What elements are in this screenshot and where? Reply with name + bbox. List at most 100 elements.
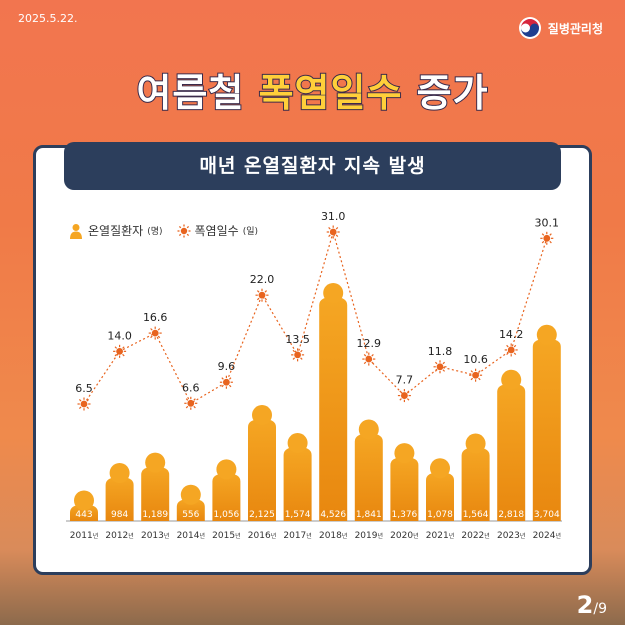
- bar-body: [70, 504, 98, 521]
- bar-value-label: 1,841: [356, 510, 382, 520]
- heatdays-point-2012: 14.0: [107, 329, 132, 358]
- bar-value-label: 984: [111, 510, 128, 520]
- year-tick-label: 2013년: [141, 531, 169, 541]
- bar-2018: 4,526: [319, 283, 348, 521]
- bar-2017: 1,574: [283, 433, 312, 521]
- heatdays-point-2018: 31.0: [321, 210, 346, 239]
- bar-head: [74, 490, 94, 511]
- bar-body: [283, 447, 312, 521]
- heatdays-point-2017: 13.5: [285, 333, 310, 362]
- bar-2014: 556: [176, 484, 205, 521]
- year-tick-label: 2019년: [355, 531, 383, 541]
- bar-value-label: 443: [75, 510, 92, 520]
- heatdays-point-2021: 11.8: [428, 345, 453, 374]
- year-tick-label: 2014년: [177, 531, 205, 541]
- page-indicator: 2/9: [577, 591, 607, 619]
- bar-head: [430, 458, 450, 479]
- org-brand: 질병관리청: [518, 16, 603, 40]
- bar-head: [465, 433, 486, 454]
- date-label: 2025.5.22.: [18, 12, 78, 25]
- bar-value-label: 1,189: [142, 510, 168, 520]
- bar-head: [145, 452, 166, 473]
- bar-head: [252, 405, 272, 426]
- heatdays-value-label: 22.0: [250, 273, 275, 286]
- year-tick-label: 2017년: [283, 531, 311, 541]
- heatdays-point-2011: 6.5: [75, 382, 93, 411]
- year-tick-label: 2020년: [390, 531, 418, 541]
- bar-2016: 2,125: [248, 405, 276, 521]
- bar-body: [176, 498, 205, 521]
- heatdays-value-label: 12.9: [357, 337, 382, 350]
- bar-2019: 1,841: [354, 419, 383, 521]
- year-tick-label: 2011년: [70, 531, 98, 541]
- bar-body: [497, 383, 526, 521]
- bar-body: [212, 473, 241, 521]
- heatdays-value-label: 6.5: [75, 382, 93, 395]
- bar-value-label: 2,125: [249, 510, 275, 520]
- legend-heatdays-label: 폭염일수: [194, 224, 239, 238]
- heatdays-point-2015: 9.6: [218, 360, 236, 389]
- heatdays-value-label: 11.8: [428, 345, 453, 358]
- bar-head: [536, 324, 557, 345]
- legend-patients-label: 온열질환자: [88, 224, 144, 238]
- bar-value-label: 1,574: [285, 510, 311, 520]
- bar-head: [323, 283, 344, 303]
- bar-value-label: 1,564: [463, 510, 489, 520]
- heatdays-value-label: 10.6: [463, 353, 488, 366]
- person-icon: [70, 223, 82, 239]
- bar-head: [358, 419, 379, 440]
- bar-body: [141, 466, 170, 521]
- bar-value-label: 4,526: [320, 510, 346, 520]
- page-total: /9: [593, 601, 607, 617]
- heatdays-value-label: 16.6: [143, 311, 168, 324]
- heatdays-value-label: 9.6: [218, 360, 236, 373]
- bar-value-label: 1,078: [427, 510, 453, 520]
- bar-2013: 1,189: [141, 452, 170, 521]
- year-tick-label: 2016년: [248, 531, 276, 541]
- subtitle-banner: 매년 온열질환자 지속 발생: [64, 142, 561, 190]
- year-tick-label: 2021년: [426, 531, 454, 541]
- headline: 여름철 폭염일수 증가: [0, 62, 625, 117]
- bar-body: [354, 433, 383, 521]
- heatdays-point-2016: 22.0: [250, 273, 275, 302]
- heatdays-point-2019: 12.9: [357, 337, 382, 366]
- heatdays-value-label: 31.0: [321, 210, 346, 223]
- heatdays-point-2014: 6.6: [182, 381, 200, 410]
- bar-body: [426, 472, 454, 521]
- legend-heatdays: 폭염일수 (일): [177, 222, 258, 239]
- bar-body: [390, 457, 419, 521]
- heatdays-point-2020: 7.7: [396, 374, 414, 403]
- heatdays-value-label: 14.2: [499, 328, 524, 341]
- sun-icon: [177, 224, 191, 237]
- heatdays-line: [83, 229, 548, 405]
- bar-2012: 984: [105, 462, 134, 521]
- headline-part-1: 여름철: [135, 70, 245, 116]
- taegeuk-logo-icon: [518, 17, 541, 39]
- bar-head: [180, 484, 201, 505]
- bar-body: [248, 419, 276, 521]
- heatdays-point-2024: 30.1: [535, 216, 560, 245]
- bar-head: [216, 459, 237, 480]
- bar-2011: 443: [70, 490, 98, 521]
- heatdays-point-2022: 10.6: [463, 353, 488, 382]
- bar-2015: 1,056: [212, 459, 241, 521]
- bar-2021: 1,078: [426, 458, 454, 521]
- bar-body: [461, 447, 490, 521]
- bar-value-label: 1,376: [392, 510, 418, 520]
- bar-2023: 2,818: [497, 369, 526, 521]
- heatdays-value-label: 13.5: [285, 333, 310, 346]
- page-current: 2: [576, 591, 594, 619]
- bar-2024: 3,704: [532, 324, 561, 521]
- heatdays-value-label: 30.1: [535, 216, 560, 229]
- bar-value-label: 1,056: [214, 510, 240, 520]
- heatdays-value-label: 14.0: [107, 329, 132, 342]
- org-name: 질병관리청: [547, 21, 603, 36]
- bar-body: [319, 297, 348, 521]
- heatdays-point-2013: 16.6: [143, 311, 168, 340]
- heatdays-value-label: 7.7: [396, 374, 414, 387]
- bar-value-label: 2,818: [498, 510, 524, 520]
- headline-part-2: 폭염일수: [258, 70, 403, 116]
- year-tick-label: 2023년: [497, 531, 525, 541]
